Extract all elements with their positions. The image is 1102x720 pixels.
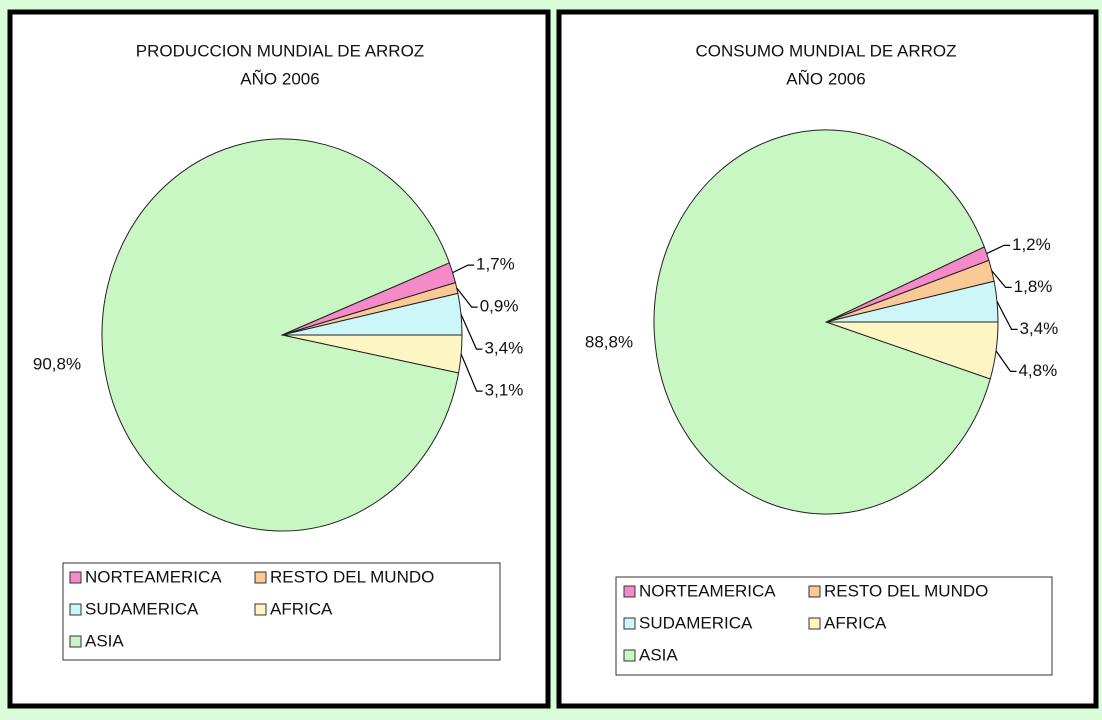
- chart-subtitle: AÑO 2006: [240, 69, 319, 88]
- chart-title: CONSUMO MUNDIAL DE ARROZ: [695, 41, 956, 60]
- legend-swatch: [254, 603, 267, 616]
- leader-line: [991, 270, 1012, 288]
- data-label: 1,8%: [1014, 277, 1053, 296]
- leader-line: [452, 264, 474, 274]
- leader-line: [995, 350, 1017, 372]
- leader-line: [996, 301, 1018, 330]
- legend-box: [62, 562, 501, 661]
- legend-label: RESTO DEL MUNDO: [270, 567, 434, 586]
- legend-label: AFRICA: [824, 613, 887, 632]
- data-label: 3,4%: [484, 339, 523, 358]
- legend-label: ASIA: [639, 645, 678, 664]
- legend-label: RESTO DEL MUNDO: [824, 581, 988, 600]
- legend-swatch: [69, 571, 82, 584]
- chart-title: PRODUCCION MUNDIAL DE ARROZ: [136, 41, 424, 60]
- legend-swatch: [69, 635, 82, 648]
- leader-line: [460, 313, 483, 350]
- legend-label: NORTEAMERICA: [85, 567, 222, 586]
- leader-line: [460, 353, 483, 392]
- legend-label: SUDAMERICA: [639, 613, 753, 632]
- legend-label: SUDAMERICA: [85, 599, 199, 618]
- legend-swatch: [254, 571, 267, 584]
- leader-line: [456, 287, 478, 308]
- data-label: 3,1%: [485, 381, 524, 400]
- data-label: 4,8%: [1018, 361, 1057, 380]
- pie-slice: [653, 129, 991, 515]
- pie-slice: [101, 138, 460, 532]
- legend-label: AFRICA: [270, 599, 333, 618]
- legend-swatch: [623, 617, 636, 630]
- data-label: 3,4%: [1020, 319, 1059, 338]
- data-label: 1,7%: [476, 255, 515, 274]
- data-label: 1,2%: [1012, 235, 1051, 254]
- legend-swatch: [69, 603, 82, 616]
- leader-line: [986, 244, 1010, 255]
- legend-swatch: [808, 617, 821, 630]
- legend-swatch: [623, 649, 636, 662]
- data-label: 90,8%: [33, 354, 81, 373]
- data-label: 0,9%: [480, 297, 519, 316]
- chart-subtitle: AÑO 2006: [786, 69, 865, 88]
- legend-label: NORTEAMERICA: [639, 581, 776, 600]
- legend-box: [615, 576, 1053, 676]
- legend-swatch: [808, 585, 821, 598]
- legend-swatch: [623, 585, 636, 598]
- legend-label: ASIA: [85, 631, 124, 650]
- data-label: 88,8%: [585, 332, 633, 351]
